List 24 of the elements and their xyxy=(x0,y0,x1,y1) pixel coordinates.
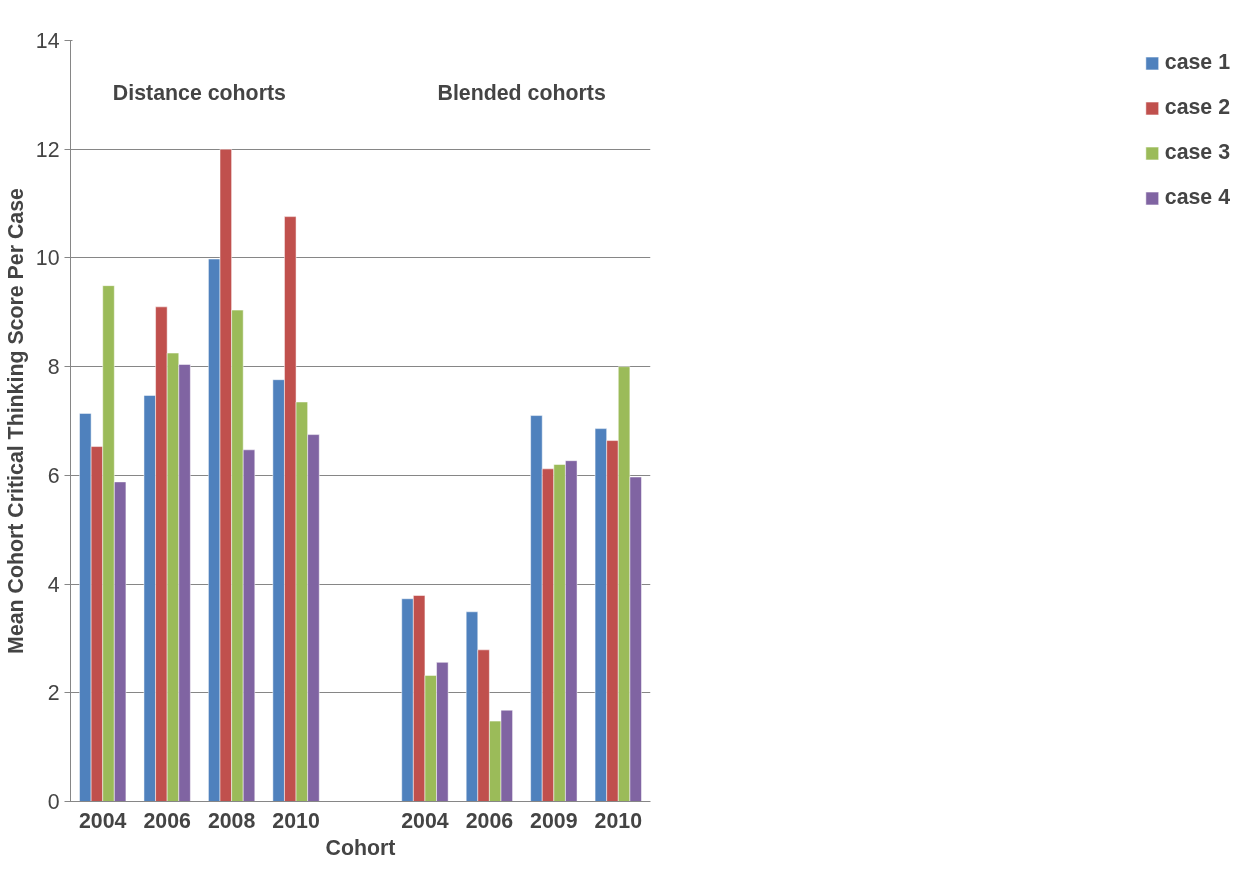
y-tick-label: 0 xyxy=(47,790,60,814)
y-tick-label: 4 xyxy=(47,572,60,597)
x-tick-label: 2010 xyxy=(272,808,320,833)
legend-label: case 3 xyxy=(1164,140,1230,165)
y-tick-label: 10 xyxy=(35,246,60,271)
x-axis-title: Cohort xyxy=(325,835,396,860)
legend-label: case 4 xyxy=(1164,185,1230,210)
annotation: Distance cohorts xyxy=(112,81,286,106)
legend-label: case 1 xyxy=(1164,50,1230,75)
x-tick-label: 2010 xyxy=(594,808,643,833)
x-tick-label: 2009 xyxy=(530,808,578,833)
x-tick-label: 2006 xyxy=(143,808,192,833)
y-tick-label: 2 xyxy=(47,681,60,706)
x-tick-label: 2006 xyxy=(465,808,514,833)
x-tick-label: 2008 xyxy=(207,808,256,833)
x-tick-label: 2004 xyxy=(79,808,127,833)
y-axis-title: Mean Cohort Critical Thinking Score Per Case xyxy=(3,187,28,654)
legend-label: case 2 xyxy=(1164,95,1230,120)
y-tick-label: 12 xyxy=(35,137,60,162)
y-tick-label: 6 xyxy=(47,463,60,488)
y-tick-label: 14 xyxy=(35,29,60,53)
y-tick-label: 8 xyxy=(47,355,60,380)
annotation: Blended cohorts xyxy=(437,81,606,106)
x-tick-label: 2004 xyxy=(401,808,449,833)
